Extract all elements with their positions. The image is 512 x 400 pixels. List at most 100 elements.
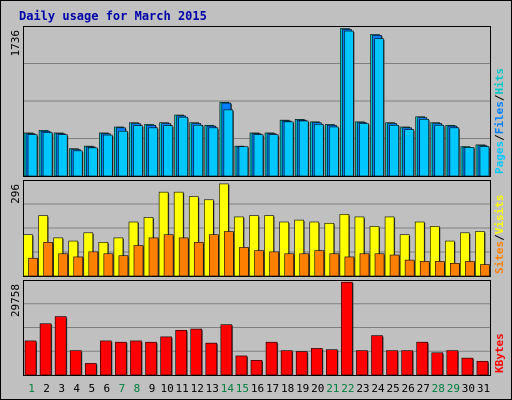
bar-pages-day-22 <box>344 30 354 177</box>
day-label-8: 8 <box>134 382 141 395</box>
bar-visits-day-17 <box>264 215 274 277</box>
bar-pages-day-7 <box>118 130 128 177</box>
bar-kbytes-day-8 <box>130 340 142 376</box>
day-label-30: 30 <box>462 382 475 395</box>
bar-sites-day-8 <box>133 245 144 277</box>
bar-pages-day-11 <box>178 116 188 177</box>
day-label-27: 27 <box>417 382 430 395</box>
bar-kbytes-day-17 <box>265 341 278 376</box>
bar-visits-day-28 <box>429 226 440 277</box>
bar-sites-day-5 <box>88 251 99 277</box>
bar-sites-day-28 <box>434 261 445 277</box>
bar-sites-day-17 <box>269 251 279 277</box>
bar-kbytes-day-18 <box>280 350 293 376</box>
bar-kbytes-day-28 <box>431 352 444 376</box>
y-max-label: 29758 <box>9 284 22 317</box>
bar-kbytes-day-1 <box>24 340 37 376</box>
bar-kbytes-day-19 <box>295 351 308 376</box>
y-max-label: 1736 <box>9 30 22 57</box>
bar-sites-day-24 <box>374 253 385 277</box>
bar-pages-day-4 <box>72 150 83 177</box>
bar-pages-day-16 <box>253 134 264 177</box>
bar-kbytes-day-6 <box>100 340 112 376</box>
bar-kbytes-day-2 <box>39 323 52 376</box>
bar-pages-day-21 <box>329 126 339 177</box>
bar-pages-day-25 <box>389 124 399 177</box>
bar-sites-day-12 <box>193 242 204 277</box>
bar-visits-day-22 <box>339 214 350 277</box>
bar-sites-day-26 <box>404 259 415 277</box>
day-label-6: 6 <box>104 382 111 395</box>
bar-kbytes-day-7 <box>115 341 127 376</box>
bar-pages-day-6 <box>103 134 113 177</box>
bar-sites-day-15 <box>239 247 249 277</box>
panel-hits-files-pages: 1736 Pages/Files/Hits <box>9 26 506 177</box>
bar-pages-day-19 <box>298 120 309 177</box>
day-label-19: 19 <box>296 382 309 395</box>
bar-pages-day-14 <box>223 109 234 177</box>
bar-pages-day-23 <box>359 123 369 177</box>
bar-sites-day-27 <box>419 261 430 277</box>
bar-kbytes-day-22 <box>341 281 353 376</box>
day-label-26: 26 <box>402 382 415 395</box>
bar-kbytes-day-16 <box>250 360 263 376</box>
bar-kbytes-day-5 <box>84 363 97 376</box>
day-label-23: 23 <box>356 382 369 395</box>
bar-kbytes-day-24 <box>371 335 383 376</box>
bar-kbytes-day-29 <box>446 350 459 376</box>
bar-visits-day-10 <box>158 191 169 277</box>
bar-pages-day-13 <box>208 127 219 177</box>
bar-kbytes-day-25 <box>386 350 398 376</box>
bar-kbytes-day-13 <box>205 342 218 376</box>
bar-kbytes-day-12 <box>190 328 203 376</box>
bar-sites-day-7 <box>118 255 129 277</box>
legend-separator: / <box>493 134 506 141</box>
bar-pages-day-18 <box>283 121 294 177</box>
day-label-4: 4 <box>73 382 80 395</box>
bar-pages-day-29 <box>449 127 460 177</box>
bar-visits-day-26 <box>399 234 410 277</box>
bar-kbytes-day-20 <box>310 348 323 376</box>
bar-visits-day-15 <box>234 216 244 277</box>
bar-kbytes-day-26 <box>401 350 413 376</box>
bar-sites-day-18 <box>284 253 294 277</box>
bar-sites-day-4 <box>73 256 84 277</box>
day-label-2: 2 <box>43 382 50 395</box>
legend-separator: / <box>493 94 506 101</box>
bar-pages-day-3 <box>57 134 68 177</box>
bar-pages-day-17 <box>268 134 279 177</box>
bar-visits-day-11 <box>173 191 184 277</box>
bar-pages-day-2 <box>42 132 53 177</box>
bar-pages-day-5 <box>87 147 98 177</box>
day-label-9: 9 <box>149 382 156 395</box>
legend-separator: / <box>493 234 506 241</box>
legend-files: Files <box>493 101 506 134</box>
bar-kbytes-day-14 <box>220 324 233 376</box>
bar-kbytes-day-4 <box>69 350 82 376</box>
bar-sites-day-19 <box>299 253 309 277</box>
bar-sites-day-22 <box>344 256 355 277</box>
legend-hits-files-pages: Pages/Files/Hits <box>493 68 506 174</box>
bar-pages-day-1 <box>27 134 38 177</box>
legend-pages: Pages <box>493 141 506 174</box>
bar-visits-day-23 <box>354 216 365 277</box>
bar-visits-day-18 <box>279 221 289 277</box>
bar-sites-day-2 <box>43 242 53 277</box>
bar-kbytes-day-21 <box>326 349 338 376</box>
bar-visits-day-1 <box>23 234 33 277</box>
bar-sites-day-21 <box>329 253 340 277</box>
bar-sites-day-10 <box>163 234 174 277</box>
day-label-13: 13 <box>206 382 219 395</box>
bar-visits-day-12 <box>188 196 199 277</box>
day-label-28: 28 <box>432 382 445 395</box>
day-label-7: 7 <box>119 382 126 395</box>
legend-sites: Sites <box>493 241 506 274</box>
day-label-24: 24 <box>371 382 385 395</box>
day-label-14: 14 <box>221 382 235 395</box>
bar-kbytes-day-27 <box>416 341 429 376</box>
bar-sites-day-11 <box>178 237 189 277</box>
day-label-11: 11 <box>176 382 189 395</box>
day-label-3: 3 <box>58 382 65 395</box>
bar-visits-day-20 <box>309 221 320 277</box>
day-label-20: 20 <box>311 382 324 395</box>
